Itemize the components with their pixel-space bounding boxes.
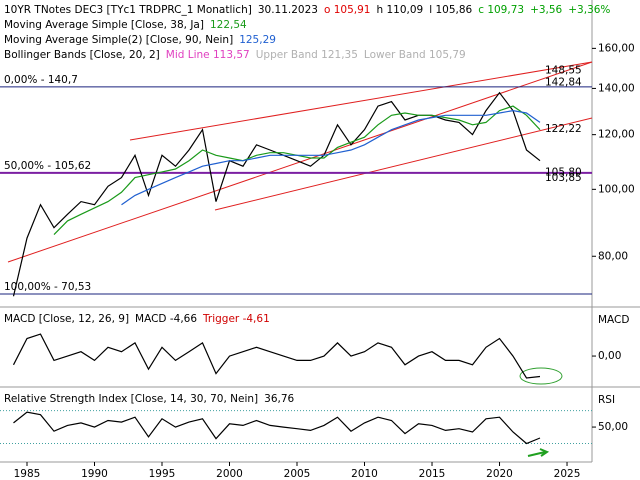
legend-label: Moving Average Simple(2) [Close, 90, Nei… [4, 34, 233, 46]
chart-title: 10YR TNotes DEC3 [TYc1 TRDPRC_1 Monatlic… [4, 4, 252, 16]
x-tick-label: 1990 [81, 468, 108, 480]
axis-label: MACD [598, 314, 629, 326]
x-tick-label: 2020 [486, 468, 513, 480]
quote: l 105,86 [429, 4, 472, 16]
x-tick-label: 2010 [351, 468, 378, 480]
y-tick-label: 120,00 [598, 129, 635, 141]
quote: o 105,91 [324, 4, 371, 16]
trendline [214, 117, 593, 211]
y-tick-label: 140,00 [598, 82, 635, 94]
x-tick-label: 2005 [284, 468, 311, 480]
annotation-ellipse [519, 367, 563, 385]
header: Moving Average Simple(2) [Close, 90, Nei… [4, 34, 276, 46]
header: MACD [Close, 12, 26, 9] MACD -4,66 Trigger… [4, 313, 270, 325]
legend-value: Upper Band 121,35 [256, 49, 358, 61]
quote: +3,56 [530, 4, 562, 16]
panel-title: MACD [Close, 12, 26, 9] [4, 313, 129, 325]
legend-value: Lower Band 105,79 [364, 49, 466, 61]
price-label: 142,84 [545, 76, 582, 88]
readout: Trigger -4,61 [202, 313, 270, 325]
readout: 36,76 [264, 393, 294, 405]
header: Bollinger Bands [Close, 20, 2] Mid Line 1… [4, 49, 466, 61]
x-tick-label: 2015 [419, 468, 446, 480]
y-tick-label: 160,00 [598, 42, 635, 54]
x-tick-label: 1995 [149, 468, 176, 480]
y-tick-label: 100,00 [598, 183, 635, 195]
date: 30.11.2023 [258, 4, 318, 16]
legend-value: 125,29 [239, 34, 276, 46]
legend-label: Moving Average Simple [Close, 38, Ja] [4, 19, 204, 31]
quote: +3,36% [568, 4, 610, 16]
price-label: 105,80 [545, 166, 582, 178]
header: Relative Strength Index [Close, 14, 30, … [4, 393, 295, 405]
x-tick-label: 2000 [216, 468, 243, 480]
series-line [13, 411, 541, 445]
x-tick-label: 2025 [554, 468, 581, 480]
series-line [12, 333, 541, 379]
level-label: 50,00% - 105,62 [4, 160, 91, 172]
level-label: 0,00% - 140,7 [4, 74, 78, 86]
level-label: 100,00% - 70,53 [4, 281, 91, 293]
legend-value: 122,54 [210, 19, 247, 31]
trendline [129, 61, 593, 141]
legend-label: Bollinger Bands [Close, 20, 2] [4, 49, 160, 61]
panel-title: Relative Strength Index [Close, 14, 30, … [4, 393, 258, 405]
x-tick-label: 1985 [14, 468, 41, 480]
y-tick-label: 80,00 [598, 250, 628, 262]
quote: h 110,09 [376, 4, 423, 16]
price-label: 122,22 [545, 123, 582, 135]
series-line [121, 109, 541, 206]
series-line [53, 105, 541, 236]
y-tick-label: 50,00 [598, 421, 628, 433]
readout: MACD -4,66 [135, 313, 197, 325]
header: Moving Average Simple [Close, 38, Ja] 122… [4, 19, 247, 31]
quote: c 109,73 [478, 4, 524, 16]
price-label: 103,85 [545, 172, 582, 184]
header: 10YR TNotes DEC3 [TYc1 TRDPRC_1 Monatlic… [4, 4, 610, 16]
legend-value: Mid Line 113,57 [166, 49, 250, 61]
price-label: 148,55 [545, 65, 582, 77]
y-tick-label: 0,00 [598, 350, 621, 362]
annotation-arrow [527, 448, 550, 457]
axis-label: RSI [598, 394, 615, 406]
